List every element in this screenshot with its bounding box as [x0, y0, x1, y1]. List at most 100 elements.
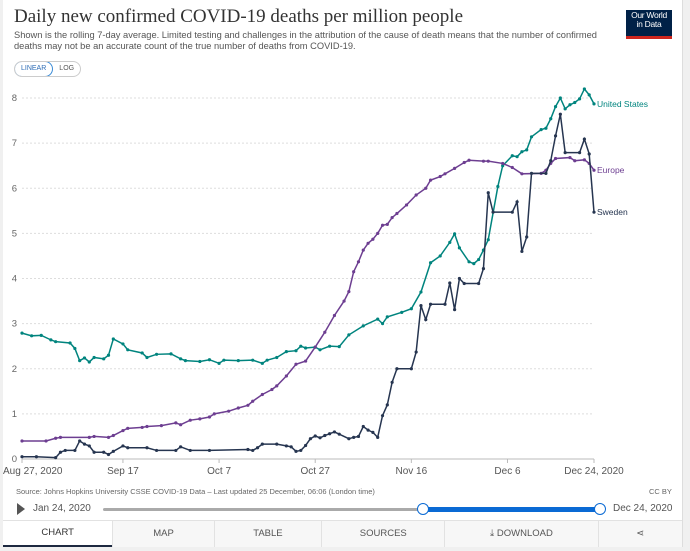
tab-chart[interactable]: CHART — [3, 521, 113, 547]
data-point-united-states — [126, 348, 130, 352]
source-note[interactable]: Source: Johns Hopkins University CSSE CO… — [16, 487, 375, 496]
timeline-start-handle[interactable] — [417, 503, 430, 515]
data-point-united-states — [87, 360, 91, 364]
chart-card: Daily new confirmed COVID-19 deaths per … — [3, 0, 683, 547]
data-point-united-states — [582, 87, 586, 91]
data-point-sweden — [207, 448, 212, 453]
owid-logo[interactable]: Our World in Data — [626, 10, 672, 39]
data-point-europe — [366, 241, 370, 245]
data-point-europe — [573, 159, 577, 163]
data-point-europe — [207, 415, 212, 419]
data-point-sweden — [34, 455, 39, 459]
data-point-sweden — [179, 445, 183, 449]
data-point-united-states — [501, 164, 505, 168]
chart-title: Daily new confirmed COVID-19 deaths per … — [14, 6, 464, 27]
data-point-europe — [111, 433, 115, 438]
x-tick-label: Oct 7 — [207, 466, 231, 477]
data-point-united-states — [179, 357, 183, 361]
data-point-sweden — [275, 442, 279, 446]
data-point-europe — [323, 330, 327, 334]
data-point-europe — [414, 193, 418, 197]
data-point-europe — [438, 174, 442, 179]
data-point-united-states — [467, 260, 471, 264]
data-point-europe — [462, 160, 466, 165]
data-point-united-states — [428, 261, 433, 265]
data-point-sweden — [563, 151, 567, 155]
data-point-europe — [371, 237, 375, 241]
data-point-sweden — [294, 449, 298, 453]
data-point-sweden — [352, 435, 356, 439]
timeline-selection — [423, 507, 600, 512]
data-point-europe — [145, 424, 149, 429]
data-point-sweden — [126, 446, 130, 450]
play-icon[interactable] — [17, 503, 25, 515]
data-point-sweden — [87, 444, 91, 448]
data-point-united-states — [409, 307, 413, 311]
data-point-europe — [501, 161, 505, 166]
timeline-end-handle[interactable] — [594, 503, 606, 515]
data-point-europe — [424, 186, 428, 190]
data-point-sweden — [587, 152, 591, 156]
data-point-europe — [87, 435, 91, 439]
data-point-sweden — [63, 448, 67, 453]
data-point-sweden — [58, 450, 63, 454]
data-point-sweden — [54, 456, 58, 460]
data-point-europe — [404, 203, 409, 207]
data-point-sweden — [390, 380, 394, 384]
data-point-united-states — [140, 351, 144, 355]
data-point-united-states — [303, 346, 308, 350]
data-point-europe — [385, 222, 389, 226]
license-link[interactable]: CC BY — [649, 487, 672, 496]
data-point-sweden — [558, 112, 562, 116]
data-point-europe — [44, 439, 48, 443]
tab-map[interactable]: MAP — [112, 521, 214, 547]
logo-line-2: in Data — [636, 19, 662, 29]
data-point-sweden — [145, 446, 149, 450]
data-point-sweden — [246, 447, 250, 452]
data-point-sweden — [491, 210, 495, 214]
data-point-sweden — [337, 432, 341, 436]
data-point-sweden — [577, 151, 582, 155]
log-scale-button[interactable]: LOG — [59, 65, 75, 72]
data-point-united-states — [318, 348, 322, 352]
data-point-sweden — [323, 433, 327, 438]
data-point-united-states — [82, 356, 87, 360]
data-point-sweden — [553, 134, 558, 138]
timeline-slider[interactable] — [103, 503, 606, 515]
linear-scale-button[interactable]: LINEAR — [15, 62, 54, 76]
x-tick-label: Sep 17 — [107, 466, 139, 477]
y-tick-label: 8 — [12, 93, 17, 104]
data-point-united-states — [92, 355, 96, 360]
tab-table[interactable]: TABLE — [213, 521, 322, 547]
data-point-united-states — [265, 358, 269, 362]
data-point-europe — [106, 435, 111, 439]
data-point-europe — [92, 434, 96, 439]
data-point-united-states — [539, 127, 543, 132]
share-button[interactable]: ⋖ — [597, 521, 682, 547]
tab-sources[interactable]: SOURCES — [321, 521, 445, 547]
data-point-sweden — [78, 439, 82, 443]
data-point-sweden — [419, 303, 423, 308]
data-point-sweden — [592, 210, 596, 214]
data-point-united-states — [275, 355, 279, 360]
data-point-sweden — [414, 350, 418, 354]
data-point-united-states — [376, 317, 380, 321]
data-point-sweden — [102, 450, 106, 454]
data-point-united-states — [529, 135, 534, 139]
data-point-europe — [592, 168, 596, 172]
data-point-sweden — [328, 432, 332, 436]
y-tick-label: 4 — [12, 274, 17, 285]
data-point-europe — [246, 403, 250, 407]
data-point-united-states — [587, 93, 591, 97]
data-point-united-states — [486, 238, 490, 242]
data-point-united-states — [385, 315, 389, 319]
data-point-sweden — [303, 443, 308, 448]
data-point-sweden — [347, 437, 351, 441]
data-point-sweden — [255, 446, 260, 450]
data-point-sweden — [380, 414, 385, 418]
data-point-sweden — [395, 367, 399, 371]
tab-download[interactable]: ⤓ DOWNLOAD — [444, 521, 598, 547]
timeline-start-label: Jan 24, 2020 — [33, 503, 91, 514]
data-point-sweden — [92, 450, 96, 454]
data-point-sweden — [188, 448, 192, 453]
